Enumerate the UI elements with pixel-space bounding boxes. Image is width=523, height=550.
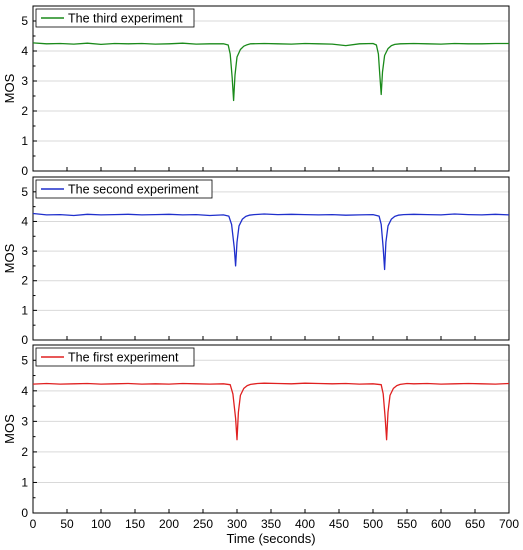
y-tick-label: 4 xyxy=(21,384,28,398)
x-tick-label: 500 xyxy=(363,517,383,531)
x-tick-label: 700 xyxy=(499,517,519,531)
series-line-2 xyxy=(32,212,510,271)
y-tick-label: 5 xyxy=(21,353,28,367)
legend: The second experiment xyxy=(35,179,213,199)
x-tick-label: 0 xyxy=(30,517,37,531)
legend-box xyxy=(35,179,213,199)
y-tick-label: 4 xyxy=(21,214,28,228)
series-line-3 xyxy=(32,382,510,441)
y-tick-label: 3 xyxy=(21,74,28,88)
y-tick-label: 2 xyxy=(21,445,28,459)
x-tick-label: 550 xyxy=(397,517,417,531)
x-tick-label: 450 xyxy=(329,517,349,531)
x-tick-label: 100 xyxy=(91,517,111,531)
y-tick-label: 1 xyxy=(21,475,28,489)
series-line-1 xyxy=(32,42,509,102)
y-tick-label: 5 xyxy=(21,185,28,199)
y-axis-title: MOS xyxy=(2,73,17,103)
x-axis-title: Time (seconds) xyxy=(226,531,315,546)
panel-1: 0 1 2 3 4 5 MOS The third experiment xyxy=(2,5,510,178)
x-tick-label: 200 xyxy=(159,517,179,531)
panels: 0 1 2 3 4 5 MOS The third experiment 0 1 2 3 4 5 MOS Th… xyxy=(2,5,520,531)
legend-label: The second experiment xyxy=(68,183,199,197)
y-tick-label: 2 xyxy=(21,104,28,118)
x-tick-label: 650 xyxy=(465,517,485,531)
legend: The first experiment xyxy=(35,347,195,367)
y-tick-label: 4 xyxy=(21,44,28,58)
x-axis: 0 50 100 150 200 250 300 350 400 450 500 550 600 650 7… xyxy=(30,517,520,531)
y-tick-label: 0 xyxy=(21,333,28,347)
legend-box xyxy=(35,347,195,367)
x-tick-label: 250 xyxy=(193,517,213,531)
legend-box xyxy=(35,8,195,28)
legend: The third experiment xyxy=(35,8,195,28)
x-tick-label: 600 xyxy=(431,517,451,531)
y-tick-label: 3 xyxy=(21,244,28,258)
y-axis-title: MOS xyxy=(2,414,17,444)
x-tick-label: 350 xyxy=(261,517,281,531)
x-tick-label: 300 xyxy=(227,517,247,531)
y-tick-label: 5 xyxy=(21,14,28,28)
x-tick-label: 400 xyxy=(295,517,315,531)
panel-3: 0 1 2 3 4 5 MOS The first experiment xyxy=(2,344,510,520)
y-tick-label: 2 xyxy=(21,274,28,288)
panel-2: 0 1 2 3 4 5 MOS The second experiment xyxy=(2,176,510,347)
plot-frame xyxy=(32,5,510,172)
y-tick-label: 1 xyxy=(21,303,28,317)
x-tick-label: 50 xyxy=(60,517,74,531)
y-tick-label: 0 xyxy=(21,164,28,178)
y-tick-label: 0 xyxy=(21,506,28,520)
y-tick-label: 1 xyxy=(21,134,28,148)
plot-frame xyxy=(32,344,510,514)
y-axis-title: MOS xyxy=(2,243,17,273)
x-tick-label: 150 xyxy=(125,517,145,531)
legend-label: The first experiment xyxy=(68,351,179,365)
y-tick-label: 3 xyxy=(21,414,28,428)
plot-frame xyxy=(32,176,510,341)
legend-label: The third experiment xyxy=(68,12,183,26)
